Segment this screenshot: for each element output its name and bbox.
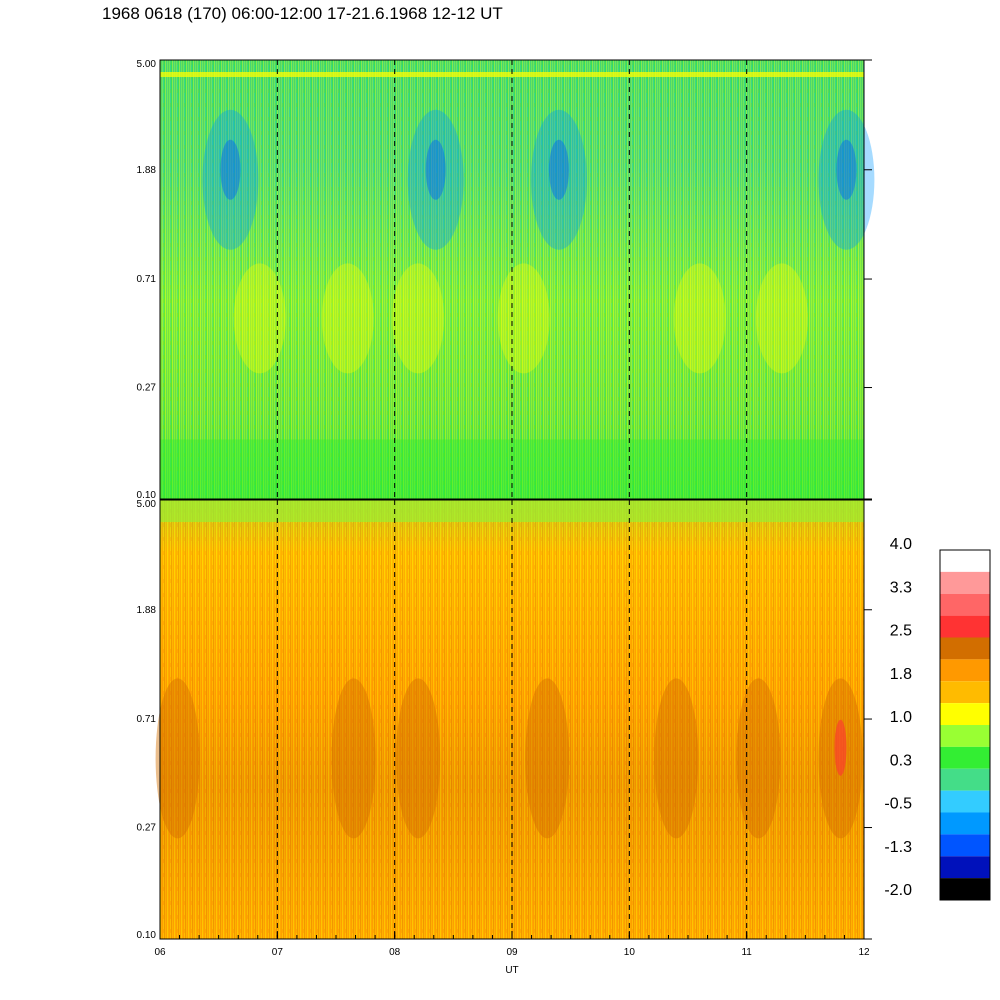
blue-core-1 <box>425 139 446 200</box>
dark-orange-patch-0 <box>155 678 200 839</box>
colorbar-segment <box>940 615 990 638</box>
colorbar-segment <box>940 637 990 660</box>
dark-orange-patch-4 <box>654 678 699 839</box>
blue-core-3 <box>836 139 857 200</box>
colorbar-label: -0.5 <box>884 796 912 813</box>
blue-patch-2 <box>530 109 587 250</box>
y-tick-label: 5.00 <box>137 499 157 510</box>
colorbar-segment <box>940 659 990 682</box>
x-axis-label: UT <box>505 965 518 976</box>
x-tick-label: 09 <box>506 947 518 958</box>
dark-orange-patch-1 <box>331 678 376 839</box>
x-tick-label: 08 <box>389 947 401 958</box>
y-tick-label: 0.27 <box>137 823 157 834</box>
colorbar-label: 3.3 <box>890 579 912 596</box>
x-tick-label: 12 <box>858 947 870 958</box>
colorbar-segment <box>940 746 990 769</box>
yellow-patch-0 <box>233 263 286 374</box>
colorbar-segment <box>940 681 990 704</box>
colorbar-segment <box>940 571 990 594</box>
blue-core-0 <box>220 139 241 200</box>
colorbar-frame <box>939 549 991 901</box>
y-tick-label: 1.88 <box>137 605 157 616</box>
colorbar-segment <box>940 768 990 791</box>
yellow-patch-1 <box>321 263 374 374</box>
colorbar-label: -1.3 <box>884 839 912 856</box>
y-tick-label: 5.00 <box>137 59 157 70</box>
axes: 0.100.270.711.885.000.100.270.711.885.00… <box>137 59 872 976</box>
yellow-patch-2 <box>392 263 445 374</box>
x-tick-label: 06 <box>154 947 166 958</box>
blue-patch-3 <box>818 109 875 250</box>
colorbar-segment <box>940 550 990 572</box>
colorbar-label: 0.3 <box>890 752 912 769</box>
y-tick-label: 0.71 <box>137 714 157 725</box>
blue-core-2 <box>548 139 569 200</box>
y-tick-label: 0.10 <box>137 490 157 501</box>
blue-patch-0 <box>202 109 259 250</box>
chart-title: 1968 0618 (170) 06:00-12:00 17-21.6.1968… <box>102 4 503 23</box>
red-spot <box>834 719 847 776</box>
dark-orange-patch-5 <box>736 678 781 839</box>
colorbar: 4.0 3.3 2.5 1.8 1.0 0.3 -0.5 -1.3 -2.0 <box>884 536 991 901</box>
y-tick-label: 1.88 <box>137 165 157 176</box>
x-tick-label: 10 <box>624 947 636 958</box>
colorbar-label: 2.5 <box>890 623 912 640</box>
colorbar-segment <box>940 856 990 879</box>
blue-patch-1 <box>407 109 464 250</box>
yellow-patch-4 <box>673 263 726 374</box>
x-tick-label: 07 <box>272 947 284 958</box>
yellow-patch-3 <box>497 263 550 374</box>
upper-band-5mhz <box>160 72 864 77</box>
colorbar-label: -2.0 <box>884 882 912 899</box>
yellow-patch-5 <box>755 263 808 374</box>
colorbar-segment <box>940 703 990 725</box>
colorbar-label: 1.8 <box>890 666 912 683</box>
dark-orange-patch-2 <box>396 678 441 839</box>
y-tick-label: 0.10 <box>137 930 157 941</box>
colorbar-segment <box>940 790 990 813</box>
lower-spectrogram-panel <box>155 500 864 939</box>
colorbar-segment <box>940 834 990 857</box>
colorbar-label: 4.0 <box>890 536 912 553</box>
y-tick-label: 0.27 <box>137 383 157 394</box>
x-tick-label: 11 <box>741 947 752 958</box>
colorbar-segment <box>940 593 990 616</box>
upper-spectrogram-panel <box>160 60 875 499</box>
colorbar-label: 1.0 <box>890 709 912 726</box>
y-tick-label: 0.71 <box>137 274 157 285</box>
colorbar-segment <box>940 812 990 835</box>
colorbar-segment <box>940 878 990 900</box>
dark-orange-patch-3 <box>525 678 570 839</box>
colorbar-segment <box>940 725 990 747</box>
